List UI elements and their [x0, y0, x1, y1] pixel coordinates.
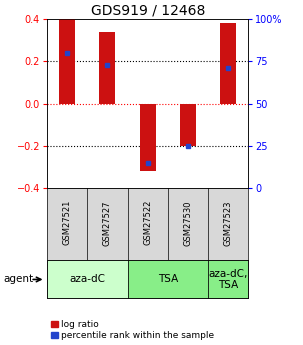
Bar — [99, 32, 115, 103]
Bar — [220, 23, 236, 104]
Bar — [208, 260, 248, 298]
Text: aza-dC: aza-dC — [69, 275, 105, 284]
Text: GSM27527: GSM27527 — [103, 200, 112, 246]
Bar — [59, 19, 75, 104]
Text: aza-dC,
TSA: aza-dC, TSA — [209, 269, 248, 290]
Text: agent: agent — [3, 275, 33, 284]
Text: TSA: TSA — [158, 275, 178, 284]
Title: GDS919 / 12468: GDS919 / 12468 — [91, 4, 205, 18]
Text: GSM27523: GSM27523 — [224, 200, 233, 246]
Text: GSM27521: GSM27521 — [63, 200, 72, 246]
Bar — [128, 260, 208, 298]
Text: GSM27530: GSM27530 — [184, 200, 192, 246]
Bar — [47, 260, 128, 298]
Text: GSM27522: GSM27522 — [143, 200, 152, 246]
Bar — [180, 104, 196, 146]
Legend: log ratio, percentile rank within the sample: log ratio, percentile rank within the sa… — [52, 320, 215, 341]
Bar — [140, 104, 156, 171]
